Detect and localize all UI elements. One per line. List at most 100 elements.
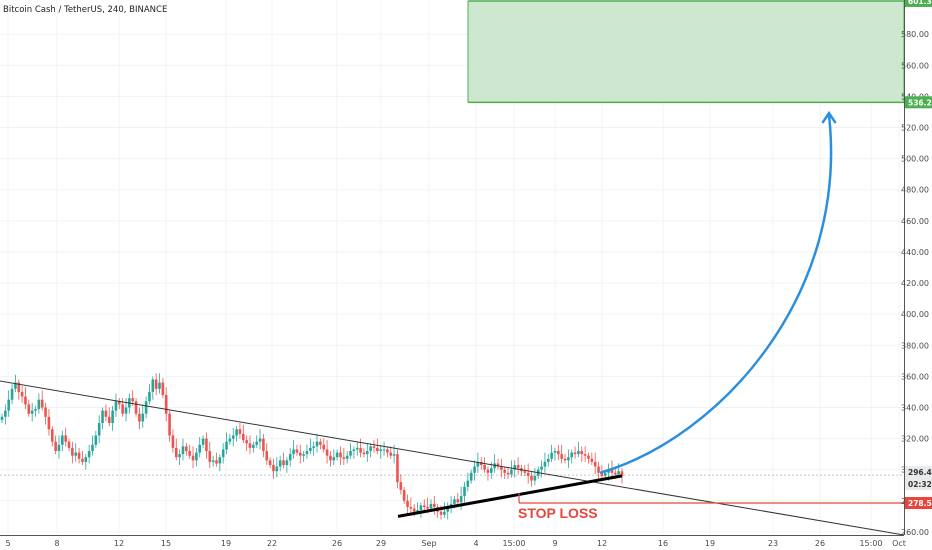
time-tick-label: Oct: [892, 539, 906, 548]
candle-body: [298, 452, 302, 456]
candle-body: [231, 435, 235, 439]
candle-body: [74, 452, 78, 456]
candle-body: [171, 435, 175, 448]
target-price-tag-text: 536.21: [908, 98, 932, 107]
candle-body: [382, 449, 386, 451]
candle-body: [54, 441, 57, 452]
time-tick-label: 23: [768, 539, 778, 548]
candle-body: [456, 499, 460, 503]
countdown-tag: 02:32:48: [905, 478, 932, 491]
candle-body: [329, 455, 332, 461]
candle-body: [84, 457, 88, 462]
candle-body: [87, 451, 91, 458]
candle-body: [181, 446, 185, 455]
candle-body: [71, 447, 74, 456]
candle-body: [44, 407, 47, 417]
candle-body: [543, 461, 547, 467]
candle-body: [174, 447, 178, 458]
candle-body: [241, 433, 245, 441]
candle-body: [64, 435, 67, 442]
stop-loss-label: STOP LOSS: [518, 505, 598, 521]
candle-body: [144, 401, 148, 414]
candle-body: [580, 451, 584, 455]
price-axis-background: [905, 0, 932, 550]
candle-body: [235, 429, 238, 436]
candle-body: [483, 465, 486, 470]
candle-body: [268, 460, 272, 466]
candle-body: [473, 466, 476, 473]
candle-body: [117, 401, 121, 405]
time-tick-label: 29: [376, 539, 386, 548]
current-price-tag: 296.49: [905, 466, 932, 479]
candle-body: [111, 410, 114, 424]
candle-body: [399, 482, 403, 490]
zone-top-price-tag-bg: [905, 0, 932, 7]
candle-body: [339, 452, 342, 458]
candle-body: [443, 511, 446, 515]
zone-top-price-tag-text: 601.38: [908, 0, 932, 6]
candle-body: [459, 496, 463, 503]
price-tick-label: 580.00: [901, 30, 929, 39]
candle-body: [124, 407, 128, 414]
candle-body: [486, 469, 490, 473]
time-tick-label: 19: [221, 539, 231, 548]
zone-top-price-tag: 601.38: [905, 0, 932, 7]
candle-body: [593, 461, 597, 467]
candle-body: [114, 401, 118, 411]
candle-body: [30, 410, 34, 414]
candle-body: [392, 454, 396, 456]
candle-body: [322, 444, 326, 450]
time-tick-label: 9: [552, 539, 557, 548]
target-zone: [468, 0, 904, 103]
candle-body: [453, 499, 456, 504]
candle-body: [372, 446, 376, 448]
candle-body: [91, 444, 94, 452]
candle-body: [526, 472, 530, 476]
candle-body: [295, 449, 299, 453]
candle-body: [275, 466, 279, 472]
candle-body: [94, 435, 98, 445]
price-tick-label: 420.00: [901, 279, 929, 288]
support-trendline: [397, 474, 623, 518]
candle-body: [489, 468, 493, 473]
candle-body: [523, 471, 527, 473]
candle-body: [557, 451, 560, 455]
projection-arrow: [599, 114, 833, 474]
candle-body: [369, 446, 372, 452]
stop-loss-price-tag-text: 278.56: [908, 499, 932, 508]
candle-body: [161, 382, 165, 396]
candle-body: [587, 455, 590, 459]
candle-body: [496, 463, 500, 467]
candle-body: [245, 440, 248, 444]
candle-body: [352, 449, 356, 452]
stop-loss-price-tag: 278.56: [905, 497, 932, 510]
candle-body: [493, 463, 496, 469]
stop-loss-price-tag-bg: [905, 497, 932, 510]
candle-body: [573, 452, 577, 455]
candle-body: [422, 505, 426, 508]
price-tick-label: 440.00: [901, 248, 929, 257]
candle-body: [258, 438, 262, 442]
price-tick-label: 400.00: [901, 310, 929, 319]
candle-body: [201, 438, 205, 445]
time-tick-label: 8: [54, 539, 59, 548]
candle-body: [20, 391, 24, 397]
candle-body: [215, 460, 218, 464]
candle-body: [4, 410, 7, 417]
countdown-tag-text: 02:32:48: [908, 480, 932, 489]
candle-body: [40, 399, 44, 408]
candle-body: [603, 472, 607, 476]
candle-body: [272, 465, 275, 472]
candle-body: [315, 441, 319, 447]
candle-body: [285, 460, 289, 466]
time-tick-label: 15: [161, 539, 171, 548]
price-tick-label: 320.00: [901, 435, 929, 444]
candle-body: [510, 469, 513, 475]
candle-body: [446, 507, 450, 512]
candle-body: [265, 451, 269, 461]
candle-body: [335, 452, 339, 458]
candle-body: [345, 455, 349, 459]
countdown-tag-bg: [905, 478, 932, 491]
candle-body: [429, 503, 433, 509]
